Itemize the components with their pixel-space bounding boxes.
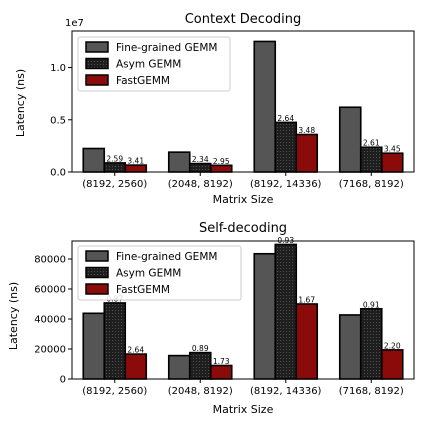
legend-label: FastGEMM [116,75,170,87]
legend-label: Asym GEMM [116,59,181,71]
bar [253,252,277,380]
x-tick-label: (2048, 8192) [168,386,233,397]
data-label: 0.93 [277,236,294,245]
legend-swatch [85,250,109,262]
y-tick-label: 80000 [34,255,66,266]
bar [103,302,127,380]
bar [274,243,298,380]
x-axis-label: Matrix Size [213,403,274,416]
plot-area: 0200004000060000800000.872.64(8192, 2560… [34,236,415,397]
bar [295,303,319,380]
data-label: 1.67 [298,296,315,305]
legend-swatch [85,266,109,279]
y-tick-label: 60000 [34,285,66,296]
plot-area: 0.0 0.5 1.0 2.59 3.41 (8192, 2560) 2.34 2.95 (20… [50,30,415,190]
data-label: 2.64 [127,346,144,355]
chart-self-decoding: Self-decoding 0200004000060000800000.872… [7,221,415,416]
legend-label: Fine-grained GEMM [116,42,217,54]
data-label: 0.89 [192,344,209,353]
bar [359,146,383,173]
x-tick-label: (8192, 2560) [82,386,147,397]
legend-swatch [85,74,109,86]
legend-label: Fine-grained GEMM [116,251,217,263]
bar [253,40,277,173]
axes-frame [71,240,415,380]
legend-box [77,36,231,92]
bar [338,106,362,173]
y-tick-label: 0 [60,375,66,386]
chart-context-decoding: Context Decoding 1e7 0.0 0.5 1.0 2.59 3.41 (8… [14,12,415,206]
data-label: 2.61 [363,139,380,148]
bar [124,353,148,380]
x-tick-label: (7168, 8192) [339,179,404,190]
axes-frame [71,30,415,173]
bar [380,152,404,173]
data-label: 3.41 [127,157,144,166]
y-tick-label: 20000 [34,345,66,356]
data-label: 2.64 [277,114,294,123]
bar [274,121,298,173]
x-axis-label: Matrix Size [213,193,274,206]
bar [380,349,404,380]
y-axis-label: Latency (ns) [14,69,27,137]
data-label: 2.59 [106,154,123,163]
chart-title: Context Decoding [185,12,302,27]
y-tick-label: 1.0 [50,63,66,74]
bar [295,133,319,173]
bar [103,162,127,173]
x-tick-label: (8192, 14336) [250,179,322,190]
y-axis-label: Latency (ns) [7,282,20,350]
bar [359,307,383,380]
data-label: 3.45 [384,145,401,154]
data-label: 2.95 [213,157,230,166]
x-tick-label: (8192, 2560) [82,179,147,190]
legend-swatch [85,57,109,70]
bar [209,364,233,380]
bar [188,351,212,380]
y-tick-label: 0.5 [50,115,66,126]
data-label: 3.48 [298,126,315,135]
data-label: 2.34 [192,155,209,164]
y-tick-label: 0.0 [50,168,66,179]
data-label: 1.73 [213,357,230,366]
bar [167,354,191,380]
legend-swatch [85,283,109,295]
bar [338,314,362,380]
legend-swatch [85,41,109,53]
data-label: 0.91 [363,300,380,309]
bar [167,151,191,173]
bar [209,164,233,173]
data-label: 2.20 [384,341,401,350]
x-tick-label: (8192, 14336) [250,386,322,397]
bar [82,312,106,380]
legend-label: FastGEMM [116,284,170,296]
y-offset-text: 1e7 [65,18,84,29]
x-tick-label: (2048, 8192) [168,179,233,190]
legend-label: Asym GEMM [116,268,181,280]
bar [124,164,148,173]
y-tick-label: 40000 [34,315,66,326]
legend-box [77,245,242,301]
chart-title: Self-decoding [199,221,287,236]
bar [82,147,106,173]
bar [188,162,212,173]
x-tick-label: (7168, 8192) [339,386,404,397]
